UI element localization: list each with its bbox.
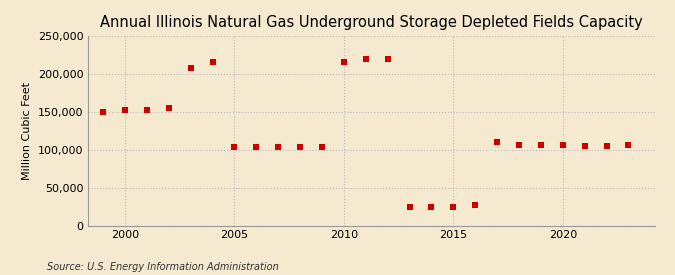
Point bbox=[185, 66, 196, 71]
Point bbox=[382, 56, 393, 61]
Point bbox=[317, 144, 327, 149]
Point bbox=[119, 108, 130, 112]
Point bbox=[448, 204, 459, 209]
Text: Source: U.S. Energy Information Administration: Source: U.S. Energy Information Administ… bbox=[47, 262, 279, 272]
Point bbox=[558, 143, 568, 147]
Point bbox=[535, 143, 546, 147]
Point bbox=[338, 59, 349, 64]
Point bbox=[426, 204, 437, 209]
Point bbox=[142, 108, 153, 112]
Point bbox=[404, 204, 415, 209]
Point bbox=[229, 145, 240, 150]
Point bbox=[251, 145, 262, 149]
Point bbox=[360, 56, 371, 61]
Point bbox=[470, 203, 481, 207]
Point bbox=[601, 144, 612, 148]
Point bbox=[623, 143, 634, 147]
Point bbox=[579, 144, 590, 148]
Point bbox=[295, 144, 306, 149]
Point bbox=[491, 140, 502, 144]
Point bbox=[163, 106, 174, 110]
Title: Annual Illinois Natural Gas Underground Storage Depleted Fields Capacity: Annual Illinois Natural Gas Underground … bbox=[100, 15, 643, 31]
Point bbox=[273, 144, 284, 149]
Y-axis label: Million Cubic Feet: Million Cubic Feet bbox=[22, 82, 32, 180]
Point bbox=[514, 143, 524, 147]
Point bbox=[98, 109, 109, 114]
Point bbox=[207, 60, 218, 65]
